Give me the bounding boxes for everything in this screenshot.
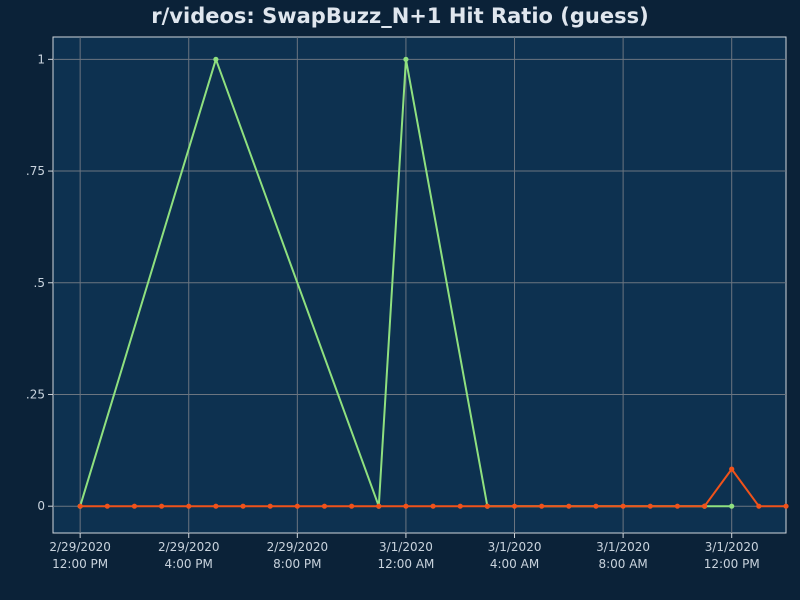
data-point [213, 503, 219, 509]
series-2 [77, 466, 789, 509]
data-point [593, 503, 599, 509]
x-tick-date-label: 3/1/2020 [488, 540, 542, 554]
data-point [566, 503, 572, 509]
data-point [756, 503, 762, 509]
y-tick-label: .5 [34, 276, 45, 290]
grid [53, 37, 786, 533]
x-tick-time-label: 12:00 AM [377, 557, 434, 571]
x-tick-time-label: 4:00 AM [490, 557, 539, 571]
x-tick-time-label: 12:00 PM [52, 557, 108, 571]
data-point [457, 503, 463, 509]
data-point [484, 503, 490, 509]
data-point [376, 503, 382, 509]
data-point [620, 503, 626, 509]
data-point [403, 503, 409, 509]
y-tick-label: .75 [26, 164, 45, 178]
series [77, 56, 789, 509]
x-tick-date-label: 3/1/2020 [379, 540, 433, 554]
x-tick-date-label: 2/29/2020 [267, 540, 329, 554]
y-tick-label: 0 [37, 499, 45, 513]
x-tick-time-label: 8:00 AM [598, 557, 647, 571]
data-point [701, 503, 708, 509]
data-point [430, 503, 436, 509]
data-point [186, 503, 192, 509]
y-tick-label: 1 [37, 52, 45, 66]
data-point [131, 503, 138, 509]
data-point [213, 56, 219, 62]
x-tick-time-label: 8:00 PM [273, 557, 321, 571]
data-point [783, 503, 789, 509]
x-tick-time-label: 12:00 PM [704, 557, 760, 571]
chart-title: r/videos: SwapBuzz_N+1 Hit Ratio (guess) [151, 4, 649, 28]
data-point [511, 503, 518, 509]
x-tick-time-label: 4:00 PM [165, 557, 213, 571]
data-point [539, 503, 545, 509]
axes: 0 .25 .5 .75 1 2/29/2020 12:00 PM 2/29/2020 4:00… [26, 52, 760, 571]
data-point [240, 503, 246, 509]
x-tick-date-label: 3/1/2020 [705, 540, 759, 554]
data-point [77, 503, 83, 509]
x-tick-date-label: 2/29/2020 [49, 540, 111, 554]
y-tick-label: .25 [26, 387, 45, 401]
data-point [729, 466, 735, 472]
data-point [403, 56, 409, 62]
data-point [674, 503, 681, 509]
data-point [104, 503, 110, 509]
data-point [647, 503, 653, 509]
data-point [294, 503, 300, 509]
data-point [349, 503, 355, 509]
data-point [321, 503, 328, 509]
data-point [267, 503, 273, 509]
x-tick-date-label: 2/29/2020 [158, 540, 220, 554]
plot-area [52, 36, 787, 534]
x-tick-date-label: 3/1/2020 [596, 540, 650, 554]
data-point [158, 503, 165, 509]
data-point [729, 503, 735, 509]
